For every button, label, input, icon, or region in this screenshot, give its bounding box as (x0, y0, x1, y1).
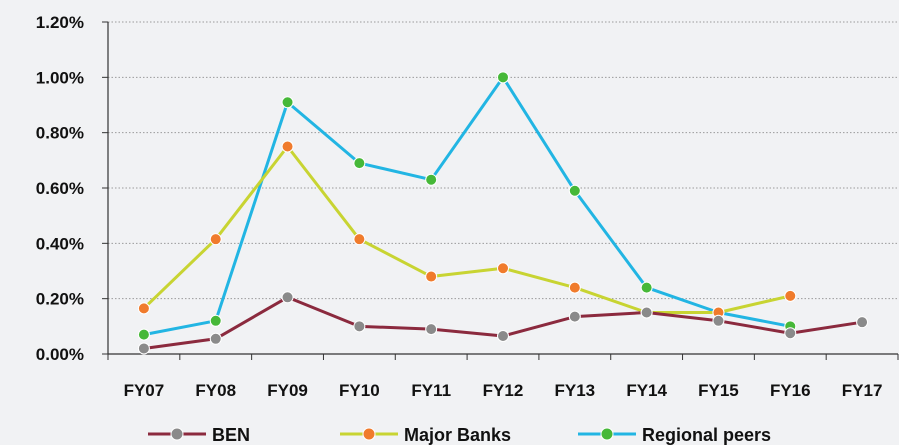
data-point-regional-peers (640, 281, 653, 294)
y-axis-tick-labels: 0.00% 0.20% 0.40% 0.60% 0.80% 1.00% 1.20% (36, 13, 84, 364)
data-point-ben (137, 342, 150, 355)
data-point-ben (784, 327, 797, 340)
x-tick-label: FY08 (195, 381, 236, 400)
x-tick-label: FY14 (626, 381, 667, 400)
data-point-ben (209, 332, 222, 345)
data-point-major-banks (497, 262, 509, 275)
legend-item: Major Banks (340, 425, 511, 445)
legend-item: BEN (148, 425, 250, 445)
x-tick-label: FY07 (124, 381, 165, 400)
data-point-regional-peers (281, 96, 294, 109)
data-point-regional-peers (137, 328, 150, 341)
data-point-regional-peers (568, 184, 581, 197)
legend-item: Regional peers (578, 425, 771, 445)
legend-marker (170, 427, 184, 441)
x-tick-label: FY10 (339, 381, 380, 400)
data-point-regional-peers (209, 314, 222, 327)
x-tick-label: FY16 (770, 381, 811, 400)
data-point-major-banks (784, 289, 797, 302)
data-point-major-banks (209, 233, 222, 246)
x-tick-label: FY13 (554, 381, 595, 400)
legend-label: BEN (212, 425, 250, 445)
data-point-regional-peers (497, 71, 509, 84)
y-tick-label: 0.40% (36, 234, 84, 253)
x-tick-label: FY11 (411, 381, 451, 400)
data-point-ben (425, 323, 438, 336)
x-tick-label: FY12 (483, 381, 524, 400)
series-line-major-banks (142, 145, 791, 314)
x-axis-tick-labels: FY07 FY08 FY09 FY10 FY11 FY12 FY13 FY14 FY15 FY16… (124, 381, 883, 400)
data-point-ben (568, 310, 581, 323)
axes (102, 21, 899, 360)
data-point-regional-peers (353, 157, 366, 170)
legend-label: Regional peers (642, 425, 771, 445)
data-point-major-banks (425, 270, 438, 283)
data-point-ben (497, 330, 509, 343)
data-point-major-banks (568, 281, 581, 294)
gridlines (108, 21, 898, 300)
series-markers (137, 71, 869, 355)
data-point-major-banks (281, 140, 294, 153)
y-tick-label: 0.20% (36, 290, 84, 309)
data-point-major-banks (137, 302, 150, 315)
data-point-regional-peers (425, 173, 438, 186)
series-line-regional-peers (143, 75, 791, 337)
data-point-ben (353, 320, 366, 333)
data-point-ben (712, 314, 725, 327)
y-tick-label: 0.00% (36, 345, 84, 364)
legend-label: Major Banks (404, 425, 511, 445)
y-tick-label: 0.80% (36, 124, 84, 143)
legend-marker (600, 427, 614, 441)
x-tick-label: FY17 (842, 381, 883, 400)
data-point-ben (281, 291, 294, 304)
legend: BEN Major Banks Regional peers (148, 425, 771, 445)
data-point-major-banks (353, 233, 366, 246)
x-tick-label: FY09 (267, 381, 308, 400)
x-tick-label: FY15 (698, 381, 739, 400)
data-point-ben (856, 316, 869, 329)
y-tick-label: 1.00% (36, 68, 84, 87)
data-point-ben (640, 306, 653, 319)
y-tick-label: 0.60% (36, 179, 84, 198)
legend-marker (362, 427, 376, 441)
y-tick-label: 1.20% (36, 13, 84, 32)
